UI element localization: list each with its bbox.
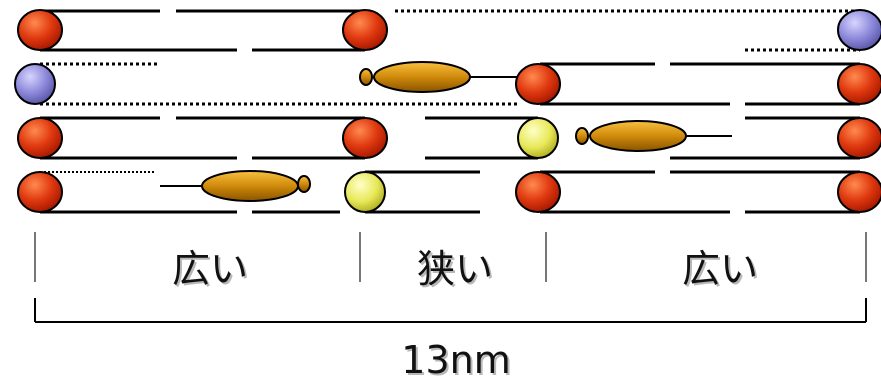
red-sphere [342,9,388,51]
red-sphere [837,171,881,213]
row-3 [17,116,881,160]
gold-ellipse-head [359,68,373,86]
row-4 [17,170,881,214]
red-sphere [515,63,561,105]
region-label-right-text: 広い [682,247,758,291]
red-sphere [837,63,881,105]
blue-sphere [837,9,881,51]
yellow-sphere [344,171,386,213]
region-label-middle-shadow: 狭い [419,249,495,293]
gold-ellipse-head [297,175,311,193]
span-bracket [34,298,867,323]
red-sphere [17,171,63,213]
red-sphere [342,117,388,159]
blue-sphere [14,63,56,105]
region-label-right: 広い 広い [682,247,760,293]
red-sphere [515,171,561,213]
gold-ellipse [201,170,299,202]
gold-ellipse-head [575,127,589,145]
total-length-shadow: 13nm [403,340,512,384]
gold-ellipse [373,61,471,93]
row-2 [14,61,881,106]
red-sphere [17,9,63,51]
red-sphere [17,117,63,159]
row-1 [17,9,881,52]
region-separators [34,232,867,282]
region-label-left-text: 広い [172,247,248,291]
region-label-left: 広い 広い [172,247,250,293]
region-label-middle-text: 狭い [417,247,493,291]
red-sphere [837,117,881,159]
region-label-middle: 狭い 狭い [417,247,495,293]
total-length-text: 13nm [401,338,510,382]
yellow-sphere [517,117,559,159]
region-label-right-shadow: 広い [684,249,760,293]
gold-ellipse [589,120,687,152]
region-label-left-shadow: 広い [174,249,250,293]
total-length-label: 13nm 13nm [401,338,512,384]
